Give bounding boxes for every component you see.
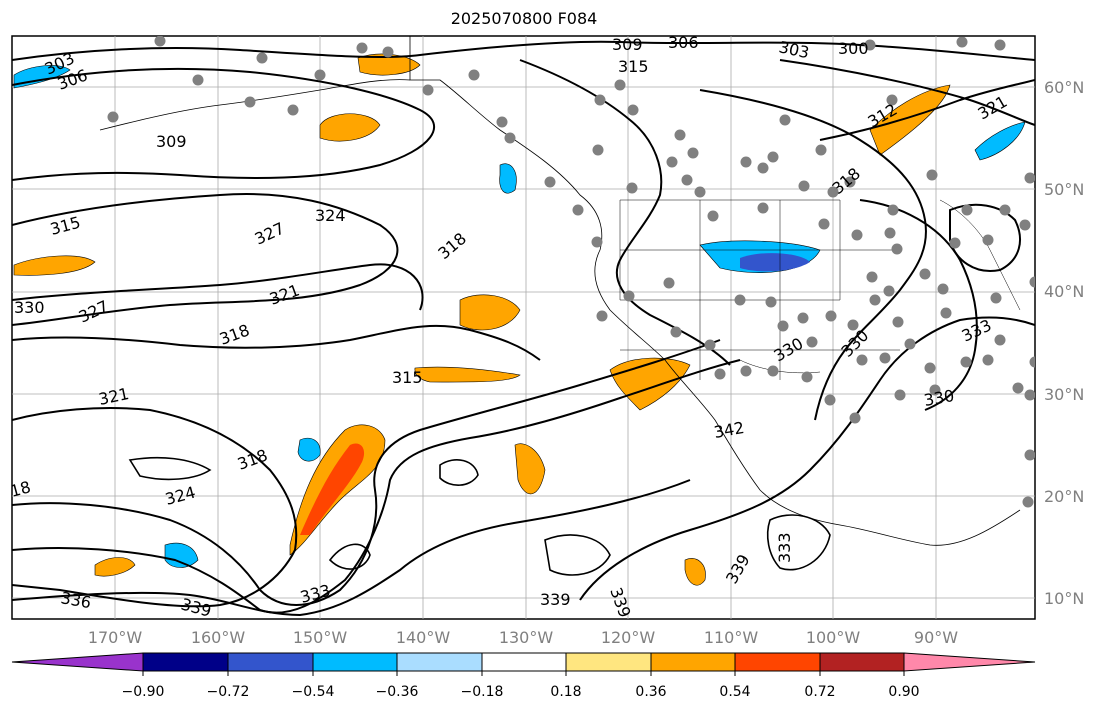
lat-label: 10°N bbox=[1044, 589, 1084, 608]
contour-label: 339 bbox=[540, 590, 571, 609]
contour-label: 18 bbox=[8, 477, 33, 501]
colorbar-tick-label: −0.72 bbox=[207, 684, 250, 700]
central-pacific-positive bbox=[459, 294, 521, 331]
station-markers bbox=[107, 36, 1035, 508]
longitude-labels: 170°W 160°W 150°W 140°W 130°W 120°W 110°… bbox=[88, 628, 958, 647]
colorbar-segment bbox=[650, 652, 736, 672]
contour-label: 306 bbox=[668, 33, 699, 52]
colorbar-tick-label: 0.36 bbox=[635, 684, 666, 700]
hudson-positive bbox=[869, 84, 951, 156]
western-positive-2 bbox=[94, 557, 136, 577]
mexico-positive bbox=[514, 443, 546, 495]
colorbar-tick-label: −0.18 bbox=[461, 684, 504, 700]
colorbar-tick-label: −0.36 bbox=[376, 684, 419, 700]
lon-label: 160°W bbox=[191, 628, 246, 647]
colorbar-tick-label: −0.90 bbox=[122, 684, 165, 700]
lat-label: 40°N bbox=[1044, 282, 1084, 301]
contour-label: 300 bbox=[838, 39, 869, 58]
map-title: 2025070800 F084 bbox=[450, 9, 598, 28]
contour-label: 324 bbox=[315, 206, 346, 225]
map-panel: 303 306 309 306 303 300 315 309 315 324 … bbox=[8, 33, 1036, 620]
subtropic-band-positive bbox=[414, 366, 521, 383]
contour-label: 333 bbox=[775, 532, 794, 563]
bering-positive bbox=[357, 53, 421, 76]
gulf-alaska-positive bbox=[319, 113, 381, 142]
coast-negative bbox=[499, 163, 517, 194]
lon-label: 150°W bbox=[293, 628, 348, 647]
lat-label: 20°N bbox=[1044, 487, 1084, 506]
contour-label: 315 bbox=[618, 57, 649, 76]
shaded-field bbox=[13, 53, 1026, 586]
lon-label: 90°W bbox=[914, 628, 958, 647]
colorbar-segment bbox=[819, 652, 905, 672]
coastlines bbox=[99, 36, 1021, 546]
east-pacific-positive bbox=[684, 558, 706, 586]
lat-label: 60°N bbox=[1044, 78, 1084, 97]
colorbar-under-arrow bbox=[11, 652, 144, 672]
jet-streak-core bbox=[300, 443, 365, 535]
contour-label: 330 bbox=[14, 298, 45, 317]
colorbar-tick-label: 0.54 bbox=[719, 684, 750, 700]
contour-label: 315 bbox=[392, 368, 423, 387]
colorbar-segment bbox=[396, 652, 483, 672]
colorbar: −0.90 −0.72 −0.54 −0.36 −0.18 0.18 0.36 … bbox=[11, 652, 1036, 700]
lon-label: 130°W bbox=[499, 628, 554, 647]
lon-label: 170°W bbox=[88, 628, 143, 647]
colorbar-tick-label: 0.18 bbox=[550, 684, 581, 700]
colorbar-segment bbox=[481, 652, 567, 672]
colorbar-segment bbox=[565, 652, 652, 672]
lon-label: 140°W bbox=[396, 628, 451, 647]
lon-label: 120°W bbox=[601, 628, 656, 647]
colorbar-segment bbox=[142, 652, 229, 672]
colorbar-tick-label: 0.72 bbox=[804, 684, 835, 700]
baja-positive bbox=[609, 357, 691, 411]
graticule bbox=[12, 36, 1035, 619]
plains-negative-core bbox=[740, 253, 810, 272]
colorbar-tick-label: 0.90 bbox=[888, 684, 919, 700]
lat-label: 50°N bbox=[1044, 180, 1084, 199]
colorbar-tick-label: −0.54 bbox=[292, 684, 335, 700]
latitude-labels: 60°N 50°N 40°N 30°N 20°N 10°N bbox=[1044, 78, 1084, 608]
contour-label: 309 bbox=[156, 132, 187, 151]
colorbar-segment bbox=[734, 652, 821, 672]
lon-label: 100°W bbox=[806, 628, 861, 647]
lon-label: 110°W bbox=[704, 628, 759, 647]
colorbar-segment bbox=[312, 652, 398, 672]
southwest-negative bbox=[297, 437, 321, 462]
subtropic-negative bbox=[164, 542, 199, 568]
colorbar-ticks bbox=[142, 671, 905, 676]
lat-label: 30°N bbox=[1044, 385, 1084, 404]
colorbar-over-arrow bbox=[903, 652, 1036, 672]
western-pacific-positive bbox=[13, 255, 96, 276]
contour-label: 309 bbox=[612, 35, 643, 54]
colorbar-segment bbox=[227, 652, 314, 672]
